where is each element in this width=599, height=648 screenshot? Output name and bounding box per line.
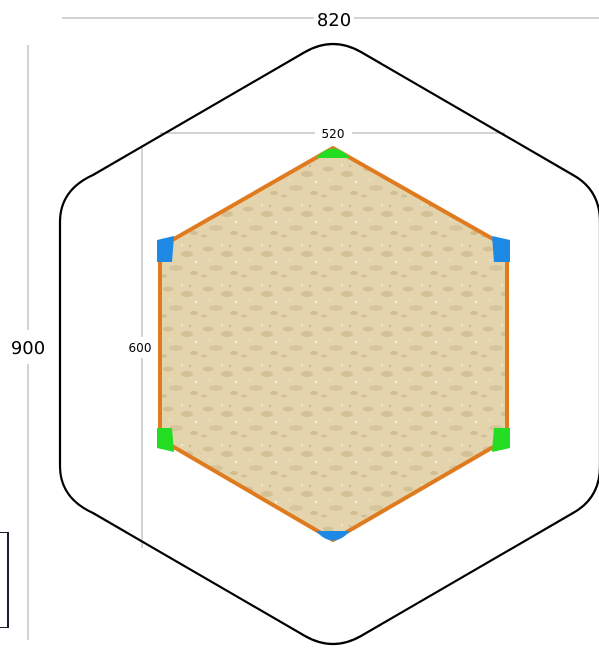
dimension-lines [27, 17, 599, 640]
sand-area [160, 148, 507, 540]
inner-width-label: 520 [322, 127, 345, 141]
corner-connectors [157, 148, 510, 541]
corner-connector-icon [316, 148, 350, 158]
outer-height-label: 900 [11, 338, 45, 359]
corner-connector-icon [316, 531, 350, 541]
outer-boundary-outline [58, 42, 599, 646]
outer-width-label: 820 [317, 10, 351, 31]
inner-height-label: 600 [129, 341, 152, 355]
corner-connector-icon [157, 236, 174, 262]
corner-connector-icon [157, 428, 174, 452]
corner-connector-icon [492, 428, 510, 452]
corner-connector-icon [492, 236, 510, 262]
edge-marker [0, 532, 9, 628]
